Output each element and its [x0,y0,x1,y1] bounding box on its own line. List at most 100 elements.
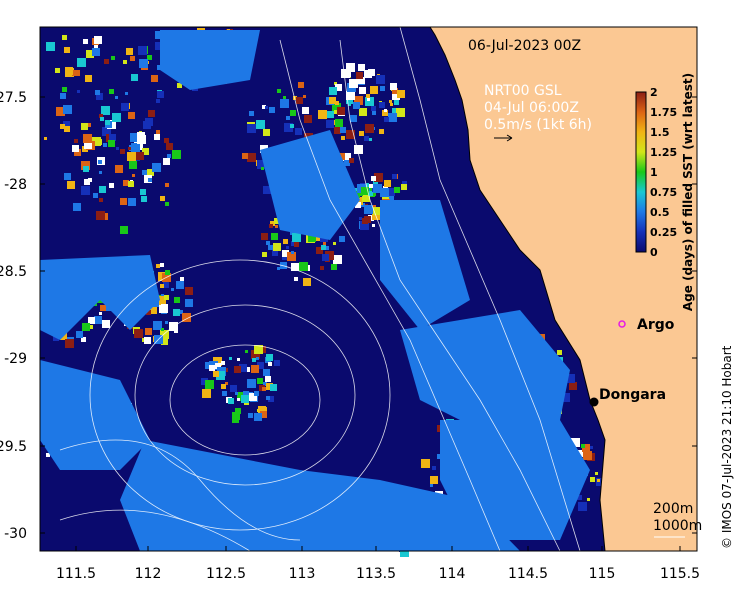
sst-pixel [126,48,133,55]
sst-pixel [370,86,378,94]
sst-pixel [256,120,265,129]
sst-pixel [81,186,90,195]
sst-pixel [164,138,169,143]
sst-pixel [167,154,171,158]
sst-pixel [384,180,391,187]
sst-pixel [89,325,93,329]
sst-pixel [338,153,345,160]
sst-pixel [587,498,590,501]
sst-pixel [157,65,162,70]
sst-pixel [268,396,274,402]
sst-pixel [142,148,149,155]
sst-pixel [81,123,88,130]
sst-pixel [156,99,160,103]
sst-pixel [263,369,270,376]
sst-pixel [103,143,107,147]
sst-pixel [325,246,329,250]
sst-pixel [109,89,114,94]
sst-pixel [337,107,345,115]
sst-pixel [165,183,169,187]
sst-pixel [140,189,146,195]
sst-pixel [364,70,372,78]
sst-pixel [582,444,590,452]
sst-region [260,130,360,240]
sst-pixel [131,74,138,81]
sst-pixel [333,255,342,264]
sst-pixel [372,111,376,115]
sst-pixel [232,416,239,423]
x-tick-label: 114.5 [508,566,548,582]
sst-pixel [127,152,136,161]
sst-pixel [158,296,166,304]
sst-pixel [380,86,385,91]
sst-pixel [260,411,267,418]
sst-pixel [174,297,180,303]
sst-pixel [245,350,248,353]
sst-pixel [74,70,80,76]
y-tick-label: -28 [4,177,27,193]
sst-pixel [376,75,385,84]
sst-pixel [100,305,106,311]
sst-pixel [179,310,183,314]
sst-pixel [282,255,287,260]
sst-pixel [85,75,92,82]
sst-pixel [72,145,79,152]
sst-pixel [141,196,147,202]
sst-pixel [84,179,90,185]
sst-pixel [389,100,392,103]
sst-pixel [249,393,257,401]
sst-pixel [354,145,363,154]
sst-pixel [213,371,219,377]
sst-pixel [326,120,334,128]
australian-coastline-land [430,27,697,551]
sst-pixel [295,128,302,135]
sst-pixel [268,245,273,250]
sst-pixel [263,186,271,194]
argo-float-icon [618,320,626,328]
sst-pixel [261,233,268,240]
sst-pixel [128,147,131,150]
sst-pixel [202,389,211,398]
sst-pixel [392,88,398,94]
sst-pixel [578,502,587,511]
sst-pixel [303,95,306,98]
sst-pixel [365,97,374,106]
sst-pixel [136,152,144,160]
sst-pixel [368,191,373,196]
sst-pixel [291,241,296,246]
sst-pixel [346,63,355,72]
sst-pixel [132,174,135,177]
sst-pixel [60,124,65,129]
sst-pixel [371,106,376,111]
y-tick-label: -29 [4,351,27,367]
colorbar-segment [636,212,646,232]
sst-pixel [346,130,355,139]
sst-pixel [182,313,191,322]
sst-pixel [294,277,298,281]
sst-pixel [321,245,326,250]
sst-pixel [341,69,350,78]
sst-pixel [304,115,312,123]
sst-pixel [249,111,254,116]
sst-pixel [266,241,270,245]
x-tick-label: 112.5 [206,566,246,582]
town-marker-icon [589,397,599,407]
sst-pixel [63,105,72,114]
sst-pixel [583,451,592,460]
argo-label: Argo [637,317,675,333]
sst-pixel [280,99,289,108]
x-tick-label: 115 [589,566,616,582]
sst-pixel [273,243,281,251]
sst-pixel [366,94,370,98]
sst-pixel [64,126,70,132]
sst-pixel [322,254,329,261]
sst-pixel [86,50,94,58]
sst-pixel [74,139,78,143]
sst-pixel [262,387,266,391]
sst-pixel [130,56,135,61]
sst-pixel [364,205,373,214]
sst-pixel [356,72,363,79]
sst-pixel [263,129,270,136]
sst-pixel [392,92,400,100]
sst-pixel [95,90,100,95]
